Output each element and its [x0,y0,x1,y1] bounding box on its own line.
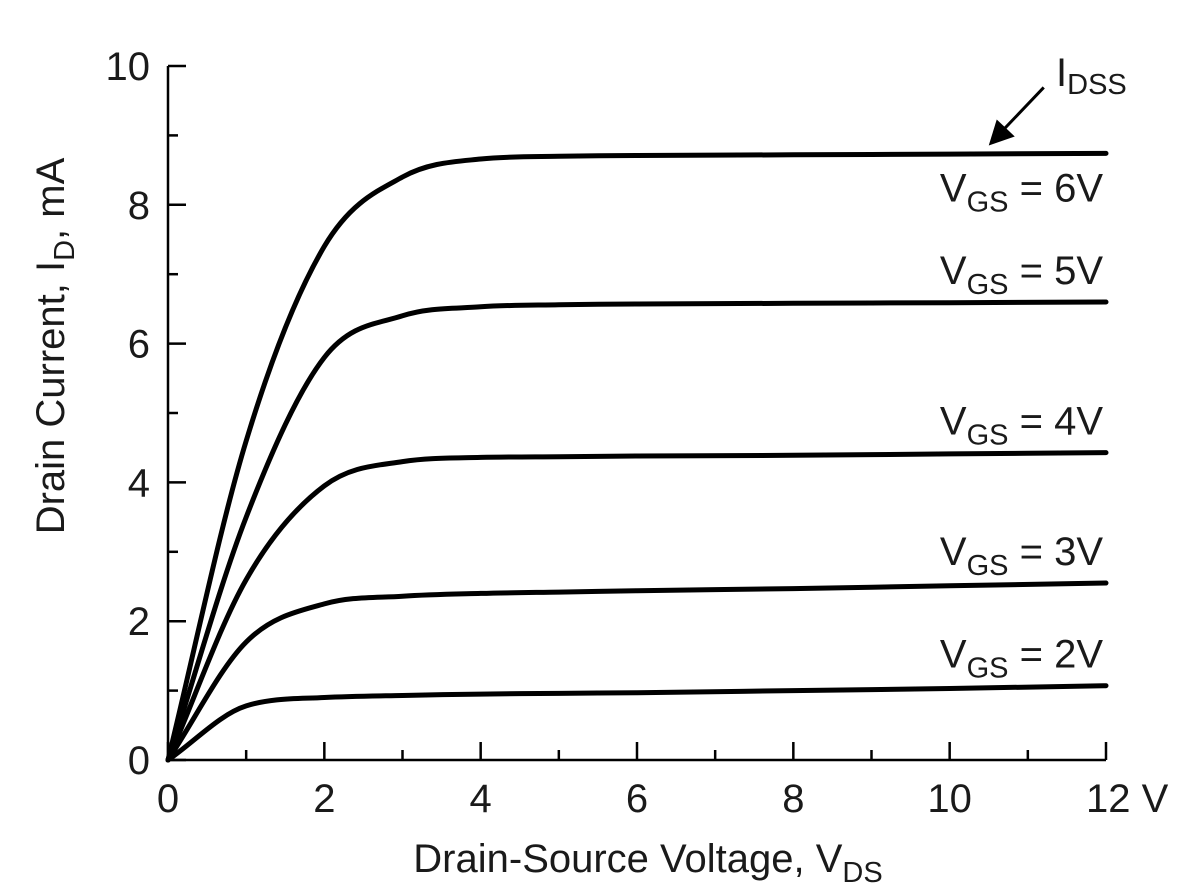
series-label-main: V [940,530,967,574]
y-axis-title-sub: D [49,240,81,261]
annotation-idss: IDSS [1056,51,1127,101]
series-label-sub: GS [967,550,1009,582]
series-line-1 [165,299,1109,763]
x-tick-label: 4 [470,777,492,821]
annotation-arrow-shaft [1001,86,1045,132]
series-label-sub: GS [967,186,1009,218]
x-tick-label: 6 [626,777,648,821]
series-label-sub: GS [967,269,1009,301]
series-label-value: = 5V [1008,249,1103,293]
y-tick-label: 8 [128,184,150,228]
series-label-3: VGS = 3V [940,530,1103,582]
y-tick-label: 0 [128,739,150,783]
x-tick-label: 2 [313,777,335,821]
y-axis-title: Drain Current, ID, mA [29,157,81,534]
y-axis-title-suffix: , mA [29,157,73,240]
series-label-main: V [940,249,967,293]
annotation-main: I [1056,51,1067,95]
annotation-sub: DSS [1067,69,1127,101]
series-label-value: = 2V [1008,633,1103,677]
series-label-value: = 4V [1008,400,1103,444]
y-axis-title-main: Drain Current, I [29,261,73,534]
y-tick-label: 10 [106,45,151,89]
series-label-value: = 6V [1008,166,1103,210]
labels: Drain-Source Voltage, VDS Drain Current, … [29,51,1127,889]
x-tick-label: 0 [157,777,179,821]
series-line-4 [165,683,1109,763]
series-label-main: V [940,633,967,677]
x-tick-label: 8 [782,777,804,821]
x-tick-label: 12 V [1086,777,1169,821]
series-label-sub: GS [967,653,1009,685]
curves [165,150,1109,763]
x-axis-title: Drain-Source Voltage, VDS [413,837,882,889]
series-label-0: VGS = 6V [940,166,1103,218]
annotation-arrowhead [988,119,1015,146]
series-line-2 [165,450,1109,763]
axes: 0 2 4 6 8 10 12 V 0 2 4 6 8 10 [106,45,1169,821]
series-label-sub: GS [967,420,1009,452]
series-label-2: VGS = 4V [940,400,1103,452]
x-axis-title-main: Drain-Source Voltage, V [413,837,842,881]
y-tick-label: 6 [128,323,150,367]
series-label-main: V [940,400,967,444]
series-line-3 [165,580,1109,763]
series-label-main: V [940,166,967,210]
series-line-0 [165,150,1109,763]
series-label-4: VGS = 2V [940,633,1103,685]
y-tick-label: 4 [128,461,150,505]
x-tick-label: 10 [927,777,972,821]
x-axis-title-sub: DS [842,857,882,889]
series-label-value: = 3V [1008,530,1103,574]
series-label-1: VGS = 5V [940,249,1103,301]
y-tick-label: 2 [128,600,150,644]
